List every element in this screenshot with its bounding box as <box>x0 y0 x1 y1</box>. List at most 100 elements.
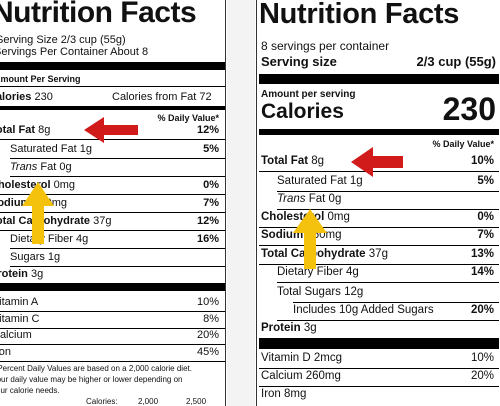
nutrient-amount: 37g <box>368 248 388 260</box>
calories-value: 230 <box>442 91 496 127</box>
amount-per-serving: Amount Per Serving <box>0 74 81 84</box>
divider <box>277 209 499 210</box>
nutrient-amount: 37g <box>93 215 112 227</box>
divider <box>0 328 225 329</box>
thick-divider <box>0 283 225 291</box>
nutrient-row: Protein 3g <box>261 322 317 335</box>
panel-gap <box>227 0 255 406</box>
vitamin-label: Iron <box>0 346 11 358</box>
old-nutrition-label: Nutrition Facts Serving Size 2/3 cup (55… <box>0 0 226 406</box>
nutrient-amount: 8g <box>38 124 51 136</box>
daily-value: 5% <box>203 143 219 155</box>
daily-value: 5% <box>477 175 494 187</box>
divider <box>10 158 225 159</box>
nutrient-label: Total Sugars <box>277 286 341 298</box>
nutrient-row: Sugars 1g <box>10 251 60 264</box>
vitamin-row: Calcium 260mg <box>261 370 341 383</box>
nutrient-label: Total Fat <box>0 124 36 136</box>
footnote: your calorie needs. <box>0 386 60 395</box>
nutrient-row: Includes 10g Added Sugars <box>293 304 434 317</box>
nutrient-label: Trans <box>277 193 306 205</box>
nutrient-row: Trans Fat 0g <box>277 193 341 206</box>
nutrient-label: Total Carbohydrate <box>0 215 91 227</box>
divider <box>0 139 225 140</box>
daily-value: 14% <box>470 266 494 278</box>
vitamin-amount: 8mg <box>284 388 307 400</box>
divider <box>293 302 499 303</box>
nutrient-row: Protein 3g <box>0 268 43 281</box>
servings-per-container: Servings Per Container About 8 <box>0 46 149 58</box>
calories-value: 230 <box>34 91 53 103</box>
servings-per-container: 8 servings per container <box>261 39 390 53</box>
nutrient-amount: 3g <box>30 268 44 280</box>
footnote: * Percent Daily Values are based on a 2,… <box>0 364 192 373</box>
amount-per-serving: Amount per serving <box>261 89 356 100</box>
vitamin-label: Vitamin C <box>0 313 40 325</box>
thick-divider <box>259 74 499 84</box>
vitamin-label: Vitamin A <box>0 296 39 308</box>
serving-size: Serving Size 2/3 cup (55g) <box>0 34 126 46</box>
vitamin-dv: 8% <box>203 313 219 325</box>
label-title: Nutrition Facts <box>259 0 460 30</box>
nutrient-label: Protein <box>261 322 301 334</box>
daily-value-header: % Daily Value* <box>157 113 219 123</box>
calories-from-fat: Calories from Fat 72 <box>112 91 212 103</box>
nutrient-label: Saturated Fat <box>277 175 347 187</box>
nutrient-label: Includes 10g Added Sugars <box>293 304 434 316</box>
nutrient-row: Total Fat 8g <box>0 124 50 137</box>
vitamin-dv: 10% <box>196 296 219 308</box>
nutrient-label: Total Fat <box>261 155 309 167</box>
divider <box>10 266 225 267</box>
daily-value: 0% <box>203 179 219 191</box>
vitamin-row: Vitamin D 2mcg <box>261 352 342 365</box>
serving-size-label: Serving size <box>261 54 337 69</box>
divider <box>259 264 499 265</box>
daily-value: 16% <box>196 233 219 245</box>
daily-value: 12% <box>196 215 219 227</box>
red-arrow-icon <box>351 147 403 177</box>
divider <box>0 194 225 195</box>
vitamin-dv: 20% <box>470 370 494 382</box>
vitamin-dv: 45% <box>196 346 219 358</box>
nutrient-amount: 4g <box>346 266 359 278</box>
divider <box>259 338 499 339</box>
nutrient-row: Saturated Fat 1g <box>277 175 363 188</box>
nutrient-row: Dietary Fiber 4g <box>277 266 359 279</box>
nutrient-row: Total Carbohydrate 37g <box>0 215 111 228</box>
daily-value: 7% <box>203 197 219 209</box>
thick-divider <box>259 339 499 349</box>
nutrient-amount: 0mg <box>53 179 75 191</box>
nutrient-row: Saturated Fat 1g <box>10 143 92 156</box>
footnote-2500: 2,500 <box>186 397 207 406</box>
nutrient-label: Sugars <box>10 251 45 263</box>
divider <box>0 311 225 312</box>
nutrient-amount: 1g <box>349 175 363 187</box>
vitamin-label: Calcium <box>261 370 303 382</box>
divider <box>0 361 225 362</box>
divider <box>259 386 499 387</box>
nutrient-amount: Fat 0g <box>308 193 342 205</box>
divider <box>277 191 499 192</box>
divider <box>259 245 499 246</box>
new-nutrition-label: Nutrition Facts 8 servings per container… <box>256 0 500 406</box>
serving-size-value: 2/3 cup (55g) <box>416 54 496 69</box>
nutrient-amount: 0mg <box>327 211 350 223</box>
vitamin-label: Iron <box>261 388 281 400</box>
nutrient-amount: Fat 0g <box>40 161 72 173</box>
nutrient-label: Protein <box>0 268 28 280</box>
divider <box>0 344 225 345</box>
nutrient-amount: 8g <box>311 155 325 167</box>
nutrient-label: Saturated Fat <box>10 143 77 155</box>
nutrient-amount: 1g <box>79 143 92 155</box>
daily-value: 12% <box>196 124 219 136</box>
divider <box>259 171 499 172</box>
nutrient-row: Total Sugars 12g <box>277 286 363 299</box>
daily-value: 20% <box>470 304 494 316</box>
nutrient-label: Dietary Fiber <box>277 266 343 278</box>
vitamin-label: Vitamin D <box>261 352 311 364</box>
vitamin-dv: 10% <box>470 352 494 364</box>
label-title: Nutrition Facts <box>0 0 197 29</box>
daily-value-header: % Daily Value* <box>432 139 494 149</box>
divider <box>259 368 499 369</box>
divider <box>0 86 225 87</box>
